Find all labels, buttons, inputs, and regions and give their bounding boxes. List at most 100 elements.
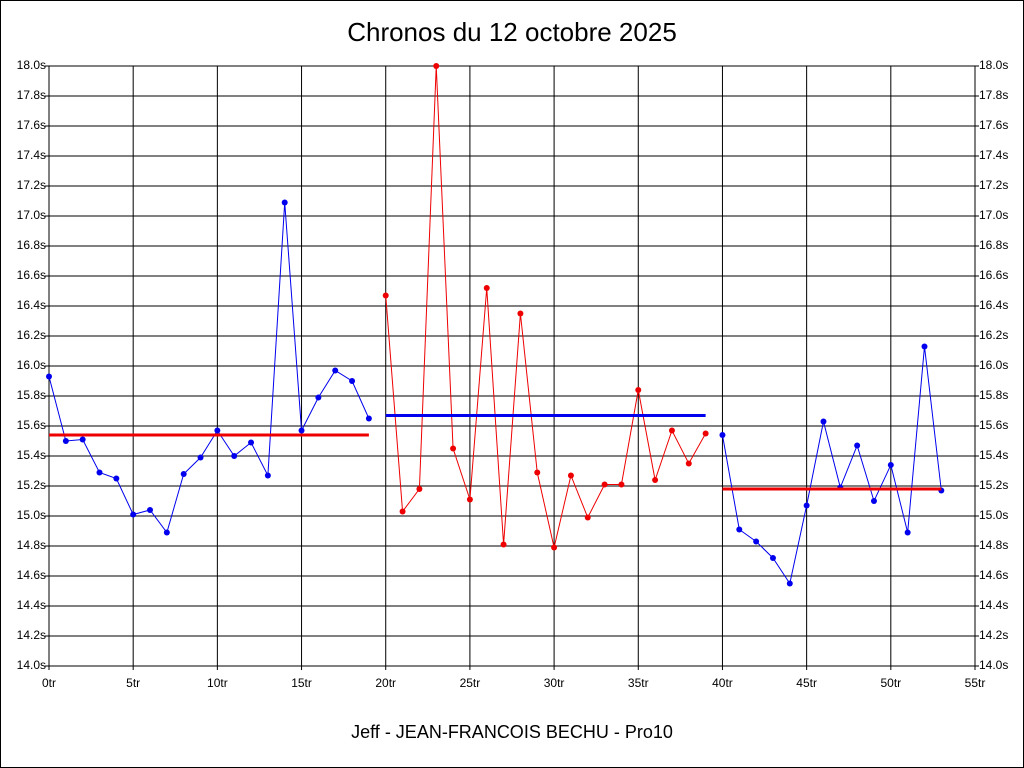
- point: [231, 453, 238, 459]
- point: [870, 498, 877, 504]
- y-tick-label: 17.2s: [17, 178, 46, 192]
- y-tick-label: 17.4s: [17, 148, 46, 162]
- y2-tick-label: 14.6s: [979, 568, 1008, 582]
- point: [130, 511, 137, 518]
- y2-tick-label: 15.0s: [979, 508, 1008, 522]
- y-tick-label: 15.6s: [17, 418, 46, 432]
- point: [62, 438, 69, 444]
- y-tick-label: 14.8s: [17, 538, 46, 552]
- point: [904, 529, 911, 536]
- point: [803, 502, 810, 509]
- x-tick-label: 5tr: [126, 676, 140, 690]
- point: [719, 432, 726, 438]
- point: [517, 310, 524, 317]
- point: [736, 526, 743, 533]
- x-tick-label: 40tr: [712, 676, 733, 690]
- y-tick-label: 14.4s: [17, 598, 46, 612]
- y2-tick-label: 18.0s: [979, 58, 1008, 72]
- point: [584, 514, 591, 521]
- y2-tick-label: 14.8s: [979, 538, 1008, 552]
- y2-tick-label: 17.0s: [979, 208, 1008, 222]
- chart-footer: Jeff - JEAN-FRANCOIS BECHU - Pro10: [351, 722, 673, 742]
- y2-tick-label: 14.2s: [979, 628, 1008, 642]
- point: [433, 63, 440, 69]
- point: [702, 430, 709, 437]
- y-tick-label: 16.6s: [17, 268, 46, 282]
- point: [96, 469, 103, 476]
- y2-tick-label: 14.4s: [979, 598, 1008, 612]
- y2-tick-label: 15.2s: [979, 478, 1008, 492]
- series-line: [721, 346, 942, 585]
- x-tick-label: 50tr: [880, 676, 901, 690]
- y-tick-label: 17.8s: [17, 88, 46, 102]
- point: [466, 496, 473, 503]
- y2-tick-label: 17.8s: [979, 88, 1008, 102]
- y-tick-label: 16.4s: [17, 298, 46, 312]
- point: [349, 378, 356, 384]
- y2-tick-label: 16.6s: [979, 268, 1008, 282]
- x-tick-label: 10tr: [207, 676, 228, 690]
- y-tick-label: 15.4s: [17, 448, 46, 462]
- y2-tick-label: 17.6s: [979, 118, 1008, 132]
- y-tick-label: 16.0s: [17, 358, 46, 372]
- y2-tick-label: 17.2s: [979, 178, 1008, 192]
- point: [921, 343, 928, 350]
- point: [753, 538, 760, 545]
- point: [332, 367, 339, 374]
- point: [382, 292, 389, 299]
- y2-tick-label: 17.4s: [979, 148, 1008, 162]
- plot-border: [48, 65, 976, 667]
- point: [298, 427, 305, 434]
- series-line: [385, 65, 707, 548]
- point: [315, 394, 322, 401]
- point: [618, 481, 625, 488]
- y2-tick-label: 15.6s: [979, 418, 1008, 432]
- y-tick-label: 14.0s: [17, 658, 46, 672]
- y-tick-label: 15.2s: [17, 478, 46, 492]
- y-tick-label: 16.2s: [17, 328, 46, 342]
- y2-tick-label: 16.0s: [979, 358, 1008, 372]
- x-tick-label: 30tr: [544, 676, 565, 690]
- x-tick-label: 0tr: [42, 676, 56, 690]
- point: [567, 472, 574, 479]
- y2-tick-label: 16.8s: [979, 238, 1008, 252]
- y-tick-label: 14.6s: [17, 568, 46, 582]
- point: [685, 460, 692, 467]
- point: [652, 477, 659, 483]
- y2-tick-label: 14.0s: [979, 658, 1008, 672]
- point: [887, 462, 894, 468]
- x-tick-label: 35tr: [628, 676, 649, 690]
- x-tick-label: 25tr: [460, 676, 481, 690]
- point: [635, 387, 642, 393]
- point: [769, 555, 776, 561]
- x-tick-label: 20tr: [375, 676, 396, 690]
- x-tick-label: 15tr: [291, 676, 312, 690]
- point: [601, 481, 608, 488]
- point: [264, 472, 271, 479]
- point: [786, 580, 793, 587]
- point: [534, 469, 541, 476]
- y-tick-label: 17.6s: [17, 118, 46, 132]
- y2-tick-label: 16.4s: [979, 298, 1008, 312]
- x-tick-label: 45tr: [796, 676, 817, 690]
- y-tick-label: 16.8s: [17, 238, 46, 252]
- point: [46, 373, 52, 380]
- point: [668, 427, 675, 434]
- y-tick-label: 18.0s: [17, 58, 46, 72]
- point: [197, 454, 204, 461]
- point: [113, 475, 120, 482]
- y2-tick-label: 15.4s: [979, 448, 1008, 462]
- point: [551, 544, 558, 551]
- y2-tick-label: 15.8s: [979, 388, 1008, 402]
- point: [365, 415, 372, 422]
- point: [147, 507, 154, 513]
- point: [483, 285, 490, 291]
- y-tick-label: 15.8s: [17, 388, 46, 402]
- point: [79, 436, 86, 443]
- point: [399, 508, 406, 515]
- y2-tick-label: 16.2s: [979, 328, 1008, 342]
- point: [500, 541, 507, 548]
